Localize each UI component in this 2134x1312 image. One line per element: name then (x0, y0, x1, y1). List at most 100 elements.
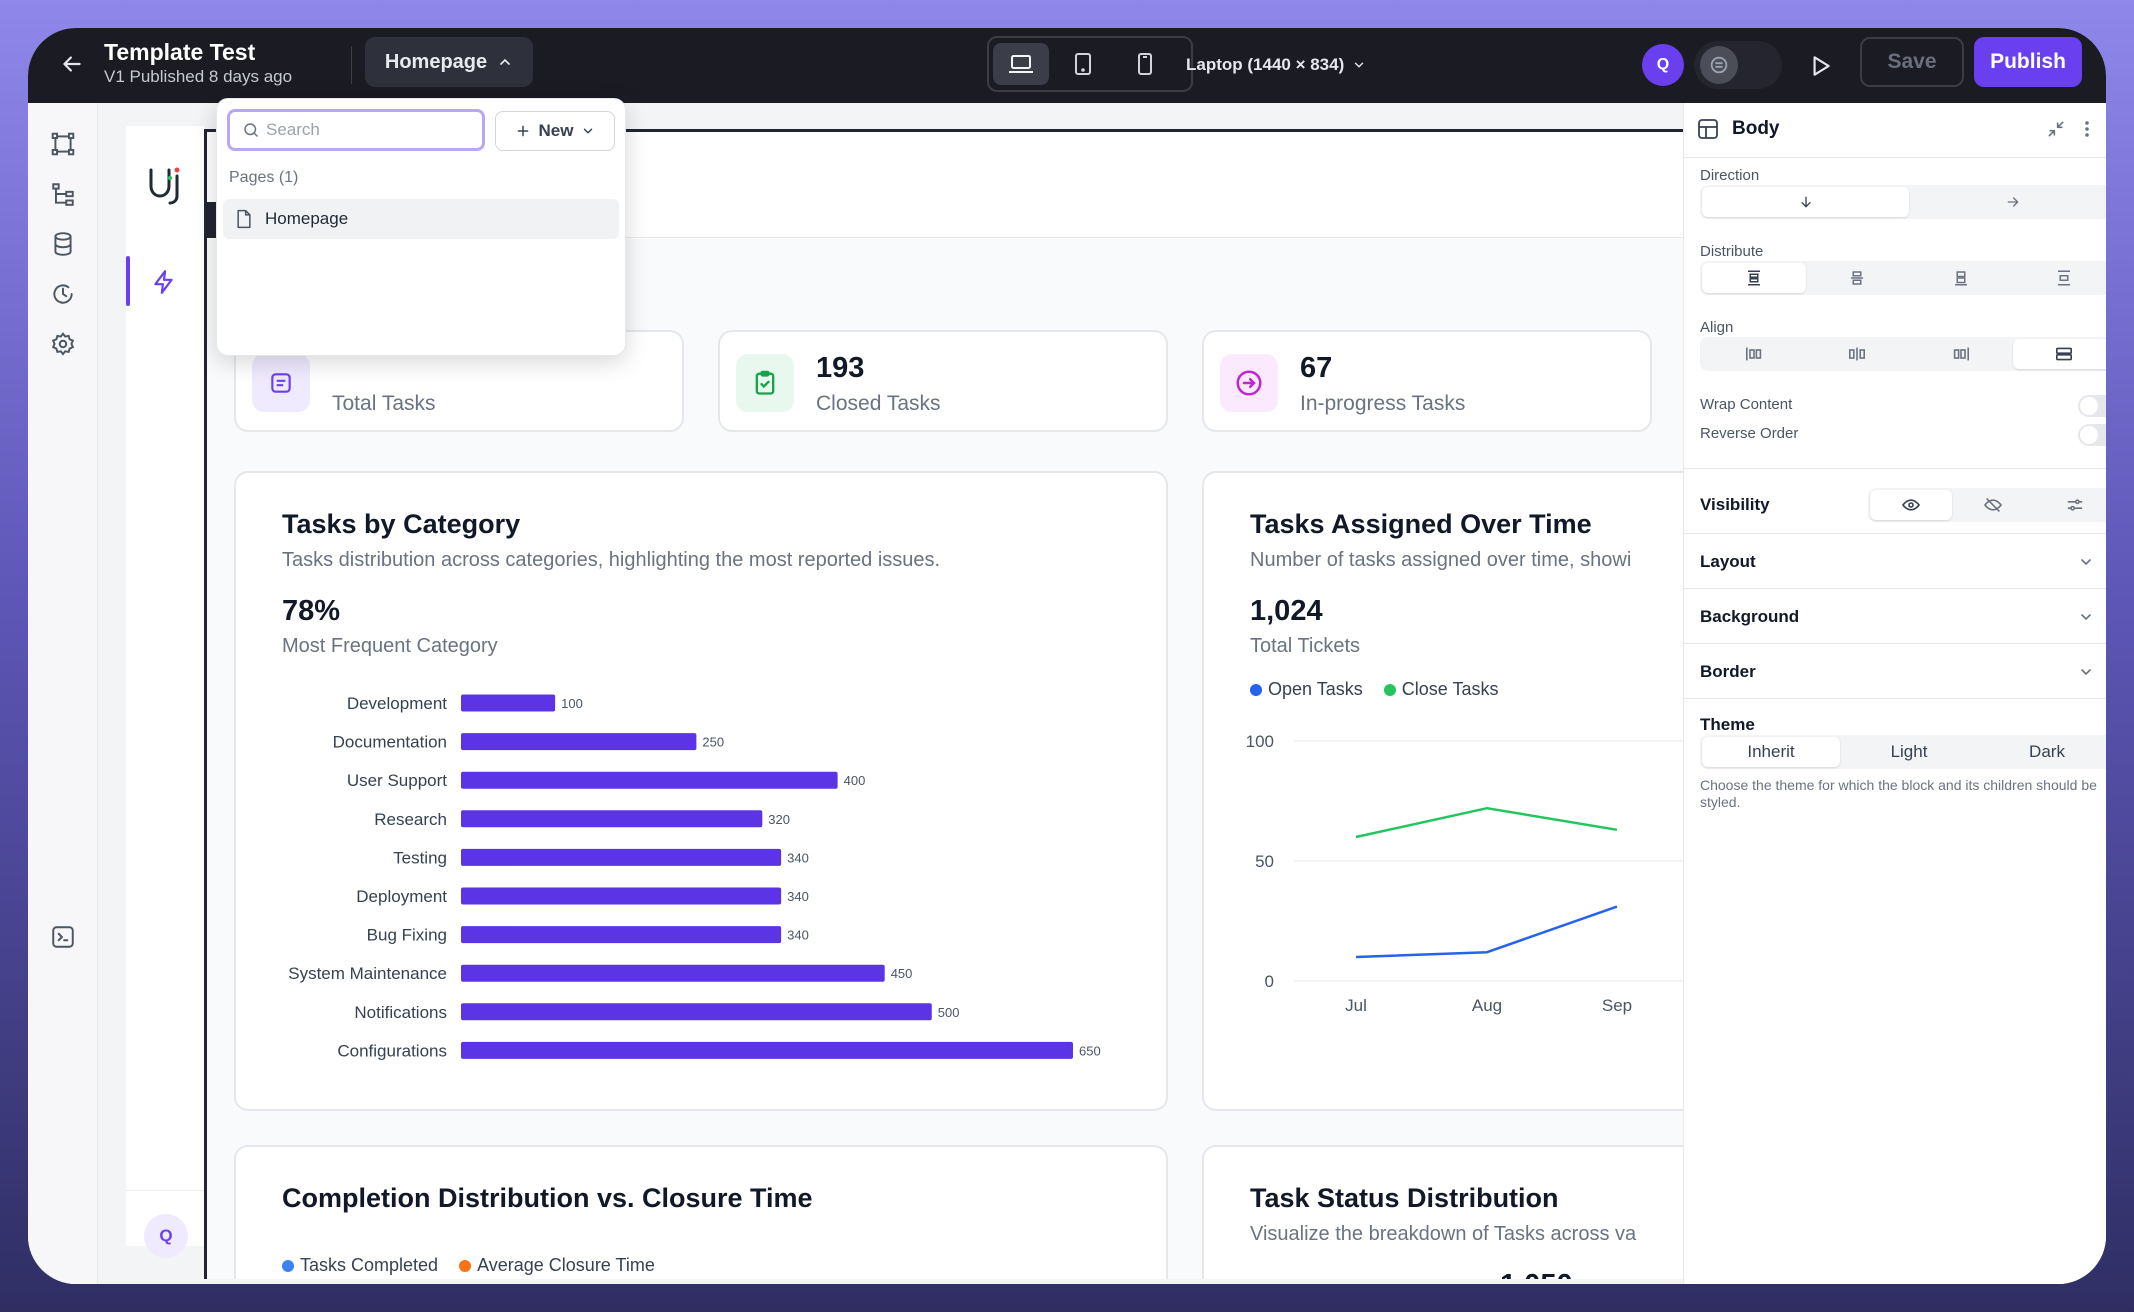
layout-icon (1698, 119, 1718, 139)
stat-value: 193 (816, 352, 865, 384)
search-icon (244, 123, 258, 137)
back-button[interactable] (54, 46, 90, 82)
reverse-order-label: Reverse Order (1700, 425, 1799, 442)
stat-card-closed: 193 Closed Tasks (718, 330, 1168, 432)
bar-category-label: Bug Fixing (367, 926, 447, 945)
arrow-right-icon (2007, 197, 2019, 207)
bar-value-label: 100 (561, 696, 583, 711)
bar-category-label: User Support (347, 771, 447, 790)
save-button[interactable]: Save (1860, 37, 1964, 87)
database-icon[interactable] (44, 225, 82, 263)
page-item-label: Homepage (265, 209, 349, 228)
card-subtitle: Tasks distribution across categories, hi… (282, 549, 941, 571)
bar (461, 771, 838, 789)
distribute-between-button[interactable] (2013, 263, 2107, 293)
theme-inherit-button[interactable]: Inherit (1702, 737, 1840, 767)
user-avatar[interactable]: Q (1642, 44, 1684, 86)
visible-button[interactable] (1870, 490, 1952, 520)
selection-marker (207, 202, 216, 238)
bar (461, 926, 782, 944)
distribute-label: Distribute (1700, 243, 1764, 260)
new-page-button[interactable]: New (495, 111, 615, 151)
section-border[interactable]: Border (1684, 644, 2106, 698)
bar (461, 887, 782, 905)
page-item-homepage[interactable]: Homepage (223, 199, 619, 239)
distribute-center-button[interactable] (1806, 263, 1910, 293)
collapse-icon[interactable] (2046, 119, 2066, 144)
align-stretch-button[interactable] (2012, 339, 2106, 369)
bolt-icon[interactable] (144, 262, 184, 302)
card-title: Task Status Distribution (1250, 1183, 1559, 1213)
section-layout[interactable]: Layout (1684, 534, 2106, 588)
panel-title: Body (1732, 118, 1780, 139)
eye-icon (1902, 499, 1920, 511)
theme-light-button[interactable]: Light (1890, 742, 1928, 761)
sliders-icon (2067, 499, 2083, 511)
align-center-icon (1849, 347, 1866, 361)
page-selector-label: Homepage (384, 50, 488, 73)
bar-value-label: 340 (787, 850, 809, 865)
bar-value-label: 450 (891, 966, 913, 981)
top-bar: Template Test V1 Published 8 days ago Ho… (28, 28, 2106, 103)
publish-button[interactable]: Publish (1974, 37, 2082, 87)
align-center-button[interactable] (1806, 339, 1910, 369)
theme-dark-button[interactable]: Dark (2029, 742, 2065, 761)
series-line (1355, 905, 1618, 959)
series-line (1355, 806, 1618, 839)
bar (461, 694, 556, 712)
theme-label: Theme (1700, 715, 1755, 734)
align-control (1700, 337, 2106, 371)
align-end-button[interactable] (1909, 339, 2013, 369)
page-selector[interactable]: Homepage (365, 37, 533, 87)
wrap-content-toggle[interactable] (2078, 395, 2106, 417)
bar-value-label: 340 (787, 928, 809, 943)
viewport-selector[interactable]: Laptop (1440 × 834) (1186, 50, 1366, 80)
plus-icon (517, 125, 528, 137)
divider (351, 46, 352, 84)
publish-status: V1 Published 8 days ago (104, 67, 293, 86)
distribute-end-button[interactable] (1909, 263, 2013, 293)
legend-item: Average Closure Time (459, 1255, 655, 1275)
visibility-label: Visibility (1700, 495, 1770, 514)
direction-label: Direction (1700, 167, 1760, 184)
page-header (207, 132, 1683, 238)
section-label: Background (1700, 607, 1800, 626)
laptop-view-button[interactable] (993, 43, 1049, 85)
legend-label: Average Closure Time (477, 1255, 655, 1275)
more-options-icon[interactable] (2084, 119, 2090, 144)
distribute-start-button[interactable] (1702, 263, 1806, 293)
reverse-order-toggle[interactable] (2078, 424, 2106, 446)
legend-swatch (459, 1260, 472, 1272)
direction-vertical-button[interactable] (1702, 187, 1909, 217)
section-background[interactable]: Background (1684, 589, 2106, 643)
tablet-view-button[interactable] (1055, 43, 1111, 85)
back-arrow-icon (63, 56, 81, 72)
hidden-button[interactable] (1952, 490, 2034, 520)
terminal-icon[interactable] (44, 918, 82, 956)
conditional-visibility-button[interactable] (2034, 490, 2106, 520)
direction-horizontal-button[interactable] (1909, 187, 2106, 217)
history-icon[interactable] (44, 275, 82, 313)
highlight-label: Most Frequent Category (282, 635, 498, 657)
divider (1684, 468, 2106, 469)
preview-button[interactable] (1802, 48, 1838, 84)
tree-icon[interactable] (44, 175, 82, 213)
frame-icon[interactable] (44, 125, 82, 163)
align-start-button[interactable] (1702, 339, 1806, 369)
page-search-field[interactable] (227, 109, 485, 151)
settings-icon[interactable] (44, 325, 82, 363)
sidebar-avatar[interactable]: Q (144, 1214, 188, 1258)
legend-label: Tasks Completed (300, 1255, 439, 1275)
mobile-view-button[interactable] (1117, 43, 1173, 85)
app-title-block: Template Test V1 Published 8 days ago (104, 38, 292, 88)
theme-help-text: Choose the theme for which the block and… (1700, 777, 2097, 810)
collaboration-toggle[interactable] (1694, 41, 1782, 89)
bar (461, 1003, 932, 1021)
distribute-start-icon (1747, 270, 1760, 286)
search-input[interactable] (266, 120, 466, 140)
card-subtitle: Visualize the breakdown of Tasks across … (1250, 1223, 1637, 1245)
legend-swatch (1383, 684, 1396, 696)
left-toolbar (28, 103, 98, 1284)
visibility-control (1868, 488, 2106, 522)
legend-item: Close Tasks (1383, 679, 1498, 699)
